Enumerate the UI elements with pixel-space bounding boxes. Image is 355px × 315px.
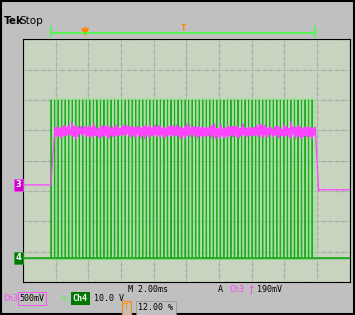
Text: 10.0 V: 10.0 V	[94, 294, 124, 303]
Text: 190mV: 190mV	[257, 285, 282, 294]
Text: T: T	[124, 303, 129, 312]
Text: 12.00 %: 12.00 %	[138, 303, 174, 312]
Text: T: T	[180, 24, 186, 33]
Text: 500mV: 500mV	[20, 294, 44, 303]
Text: ƒ: ƒ	[248, 285, 254, 294]
Text: 3: 3	[16, 180, 21, 189]
Text: %: %	[62, 294, 67, 303]
Text: A: A	[218, 285, 223, 294]
Text: 4: 4	[16, 253, 21, 262]
Text: Ch4: Ch4	[73, 294, 88, 303]
Text: Tek: Tek	[4, 16, 23, 26]
Text: M 2.00ms: M 2.00ms	[128, 285, 168, 294]
Text: Stop: Stop	[20, 16, 43, 26]
Text: Ch3: Ch3	[229, 285, 244, 294]
Text: Ch3: Ch3	[4, 294, 18, 303]
